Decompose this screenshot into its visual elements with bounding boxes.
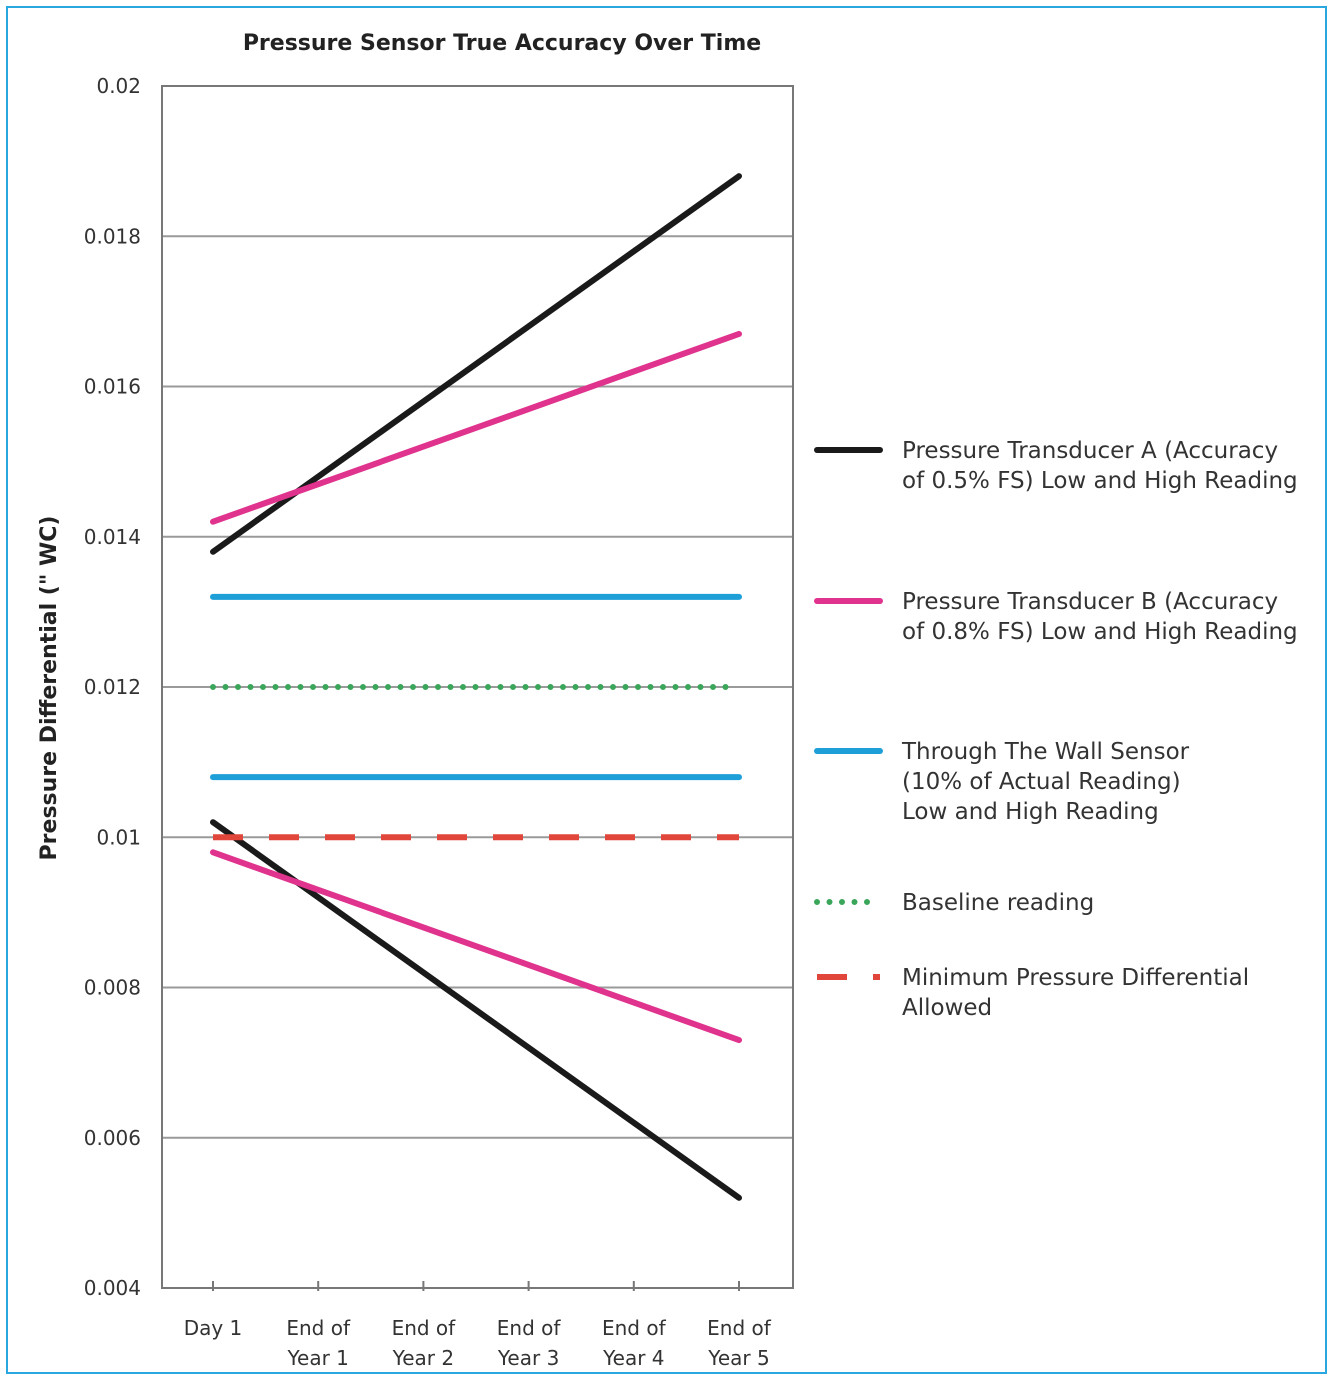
legend-label-baseline: Baseline reading [902,890,1094,916]
y-tick-label: 0.008 [84,976,141,1000]
y-tick-label: 0.01 [96,825,141,849]
x-tick-label: End of Year 1 [286,1316,351,1370]
y-tick-label: 0.018 [84,224,141,248]
series-line-transducer_b-2 [210,330,742,525]
y-tick-label: 0.006 [84,1126,141,1150]
x-tick-label: End of Year 3 [497,1316,562,1370]
legend: Pressure Transducer A (Accuracy of 0.5% F… [814,438,1298,1021]
chart-frame [6,6,1327,1374]
x-tick-label: Day 1 [184,1316,243,1340]
y-tick-label: 0.012 [84,675,141,699]
y-tick-label: 0.016 [84,375,141,399]
series-line-transducer_b-3 [210,849,742,1044]
y-axis-label: Pressure Differential (" WC) [37,516,62,861]
x-tick-label: End of Year 2 [392,1316,457,1370]
x-axis-ticks: Day 1 End of Year 1 End of Year 2 End of Year … [184,1281,772,1370]
x-tick-label: End of Year 4 [602,1316,667,1370]
y-tick-label: 0.014 [84,525,141,549]
chart-title: Pressure Sensor True Accuracy Over Time [243,31,761,56]
plot-area [161,85,794,1289]
x-tick-label: End of Year 5 [707,1316,772,1370]
legend-label-wall_sensor: Through The Wall Sensor (10% of Actual Re… [901,739,1190,825]
legend-label-minimum: Minimum Pressure Differential Allowed [902,965,1249,1021]
y-axis-ticks: 0.004 0.006 0.008 0.01 0.012 0.014 0.016 0.018 0… [84,74,141,1300]
legend-label-transducer_b: Pressure Transducer B (Accuracy of 0.8% F… [902,589,1298,645]
legend-label-transducer_a: Pressure Transducer A (Accuracy of 0.5% F… [902,438,1298,494]
data-series [210,173,742,1201]
y-tick-label: 0.004 [84,1276,141,1300]
y-tick-label: 0.02 [96,74,141,98]
